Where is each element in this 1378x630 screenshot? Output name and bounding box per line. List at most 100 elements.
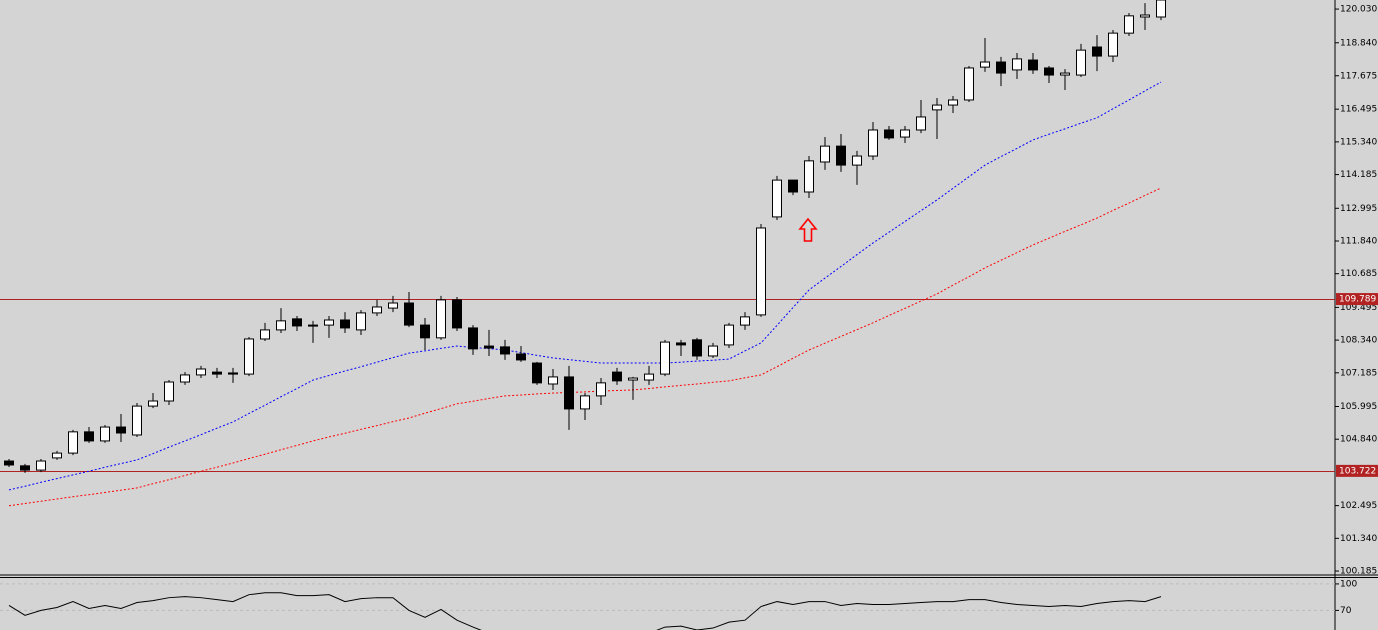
candle-body [1028, 59, 1038, 71]
candle-body [756, 227, 766, 316]
level-label-box [1336, 464, 1378, 477]
candle-body [308, 324, 318, 327]
y-tick-label: 104.840 [1340, 435, 1377, 445]
candle-body [100, 426, 110, 442]
candle-body [4, 460, 14, 466]
candle-body [420, 324, 430, 339]
candle-body [20, 465, 30, 471]
y-tick-label: 101.340 [1340, 534, 1377, 544]
candle-body [724, 324, 734, 346]
candle-body [324, 319, 334, 326]
candle-body [884, 129, 894, 139]
y-tick-label: 111.840 [1340, 236, 1377, 246]
candle-body [660, 341, 670, 375]
candle-body [1108, 32, 1118, 57]
y-tick-label: 120.030 [1340, 5, 1377, 15]
candle-body [1060, 72, 1070, 76]
candle-body [68, 431, 78, 454]
candle-body [132, 405, 142, 436]
level-label-box [1336, 293, 1378, 306]
oscillator-line [8, 592, 1162, 630]
candle-body [388, 302, 398, 309]
candle-body [564, 376, 574, 410]
candle-body [468, 327, 478, 350]
candle-body [772, 179, 782, 218]
candle-body [404, 302, 414, 326]
y-tick-label: 117.675 [1340, 71, 1377, 81]
candle-body [244, 338, 254, 375]
candle-body [148, 400, 158, 407]
axis: 120.030 118.840 117.675 116.495 115.340 114.1… [1335, 5, 1378, 616]
candle-body [1044, 67, 1054, 76]
candle-body [276, 320, 286, 331]
y-tick-label: 100 [1340, 579, 1357, 589]
candle-body [740, 316, 750, 326]
candle-body [436, 299, 446, 339]
main-plot [0, 0, 1335, 507]
y-tick-label: 114.185 [1340, 170, 1377, 180]
y-tick-label: 108.340 [1340, 336, 1377, 346]
y-tick-label: 110.685 [1340, 269, 1377, 279]
candle-body [964, 67, 974, 101]
candle-body [356, 312, 366, 331]
oscillator-plot [0, 583, 1335, 630]
candle-body [628, 377, 638, 381]
y-tick-label: 107.185 [1340, 368, 1377, 378]
candle-body [548, 376, 558, 385]
signal-arrow [798, 217, 818, 242]
candle-body [804, 160, 814, 193]
candle-body [644, 373, 654, 381]
candle-body [532, 362, 542, 384]
candle-body [852, 155, 862, 166]
candle-body [900, 129, 910, 138]
level-label: 109.789 [1339, 295, 1376, 305]
candle-body [116, 426, 126, 434]
candle-body [1076, 49, 1086, 76]
candle-body [516, 353, 526, 361]
moving-average [8, 187, 1162, 507]
candle-body [372, 306, 382, 314]
y-tick-label: 100.185 [1340, 567, 1377, 577]
y-tick-label: 105.995 [1340, 402, 1377, 412]
candle-body [180, 374, 190, 383]
candle-body [692, 339, 702, 357]
candle-body [1140, 14, 1150, 18]
y-tick-label: 70 [1340, 606, 1352, 616]
candle-body [212, 371, 222, 375]
y-tick-label: 115.340 [1340, 137, 1377, 147]
candle-body [260, 329, 270, 340]
candle-body [580, 395, 590, 410]
candle-body [948, 99, 958, 106]
candle-body [980, 61, 990, 68]
candle-body [1012, 58, 1022, 71]
candle-body [500, 346, 510, 355]
candle-body [164, 381, 174, 402]
y-tick-label: 116.495 [1340, 105, 1377, 115]
candle-body [484, 345, 494, 349]
candle-body [996, 61, 1006, 74]
candle-body [340, 319, 350, 329]
level-label: 103.722 [1339, 466, 1376, 476]
candle-body [708, 345, 718, 357]
candle-body [52, 452, 62, 459]
candle-body [1124, 15, 1134, 34]
candle-body [84, 431, 94, 442]
y-tick-label: 102.495 [1340, 501, 1377, 511]
candle-body [788, 179, 798, 193]
y-tick-label: 118.840 [1340, 38, 1377, 48]
candle-body [196, 368, 206, 376]
candle-body [1156, 0, 1166, 18]
candle-body [676, 342, 686, 346]
candle-body [36, 460, 46, 471]
y-tick-label: 112.995 [1340, 204, 1377, 214]
candle-body [836, 145, 846, 166]
candle-body [1092, 46, 1102, 57]
candle-body [452, 299, 462, 329]
candle-body [292, 318, 302, 327]
y-tick-label: 109.495 [1340, 303, 1377, 313]
candle-body [596, 382, 606, 397]
moving-average [8, 81, 1162, 491]
